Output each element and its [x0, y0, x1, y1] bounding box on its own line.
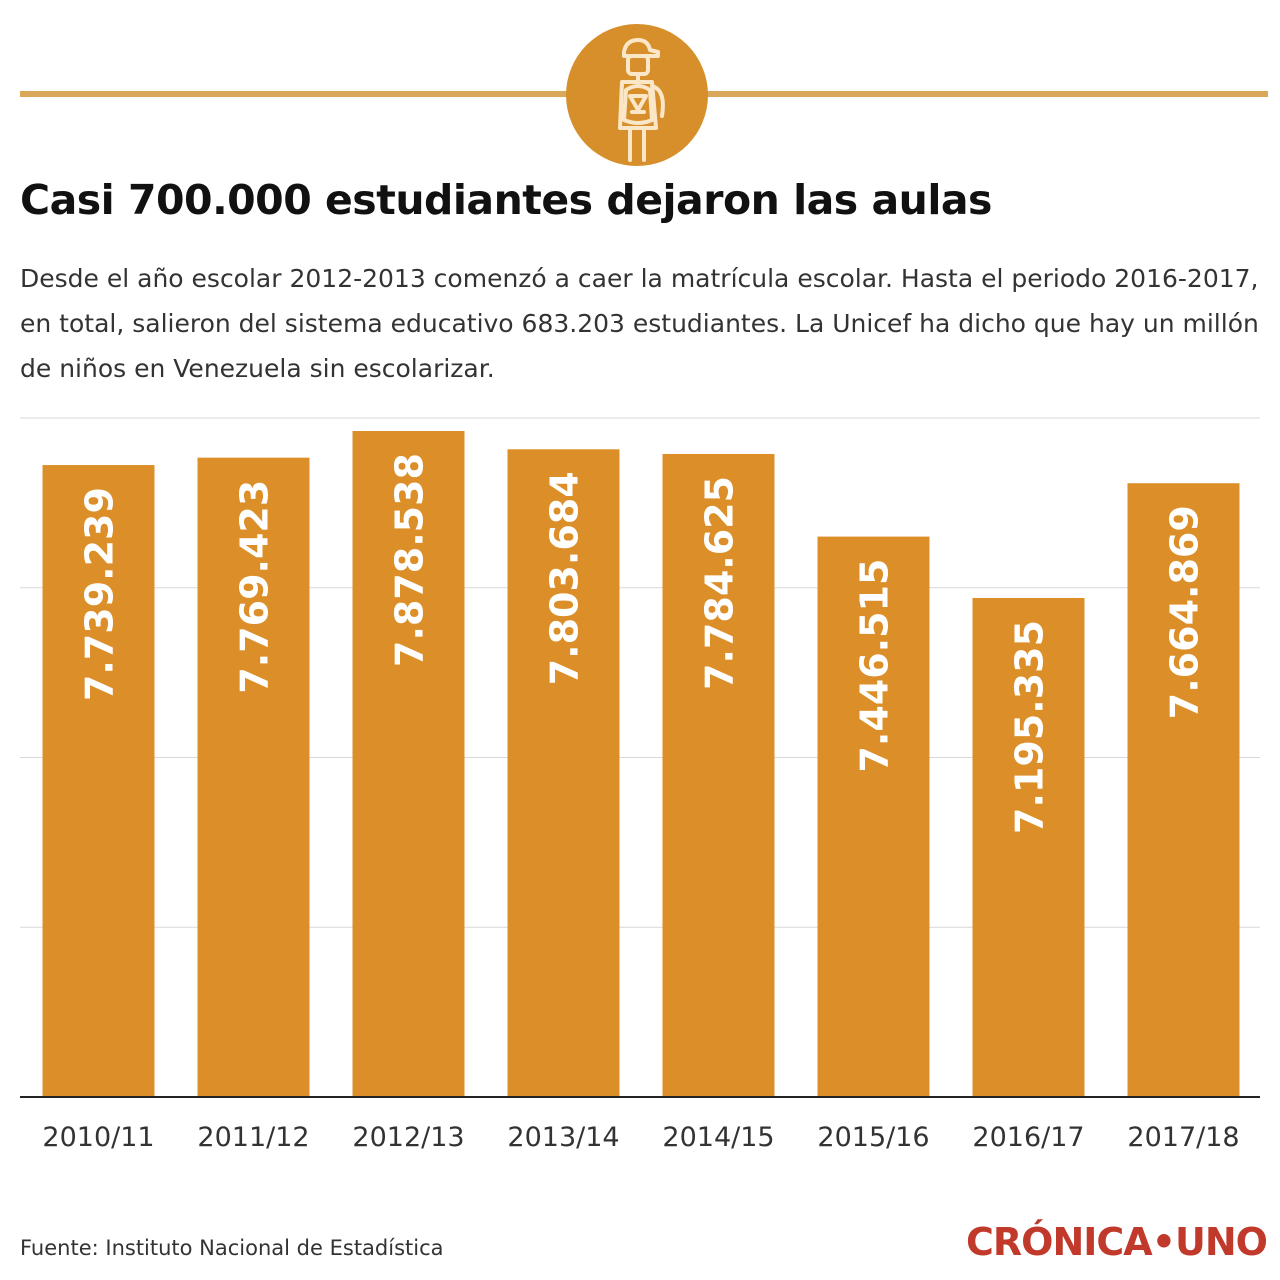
student-with-backpack-icon — [618, 38, 665, 162]
bar — [817, 536, 930, 1097]
bar-value-label: 7.195.335 — [1008, 620, 1052, 834]
bar-value-label: 7.664.869 — [1163, 505, 1207, 719]
chart-subtitle: Desde el año escolar 2012-2013 comenzó a… — [20, 264, 1259, 383]
x-tick-label: 2017/18 — [1127, 1122, 1239, 1153]
x-tick-label: 2015/16 — [817, 1122, 929, 1153]
bar-chart: 7.739.239 2010/11 7.769.423 2011/12 7.878.53… — [20, 417, 1260, 1153]
brand-logo: CRÓNICA•UNO — [966, 1220, 1268, 1264]
bar-value-label: 7.446.515 — [853, 559, 897, 773]
bar — [507, 449, 620, 1097]
x-tick-label: 2010/11 — [42, 1122, 154, 1153]
header-badge — [566, 24, 708, 166]
bar-value-label: 7.769.423 — [233, 480, 277, 694]
bar — [42, 465, 155, 1097]
bar — [1127, 483, 1240, 1097]
bar — [197, 457, 310, 1097]
x-tick-label: 2016/17 — [972, 1122, 1084, 1153]
bar — [352, 431, 465, 1097]
bar — [972, 597, 1085, 1097]
source-note: Fuente: Instituto Nacional de Estadístic… — [20, 1236, 444, 1260]
x-tick-label: 2011/12 — [197, 1122, 309, 1153]
bar-value-label: 7.878.538 — [388, 453, 432, 667]
x-tick-label: 2012/13 — [352, 1122, 464, 1153]
chart-title: Casi 700.000 estudiantes dejaron las aul… — [20, 176, 992, 224]
bar — [662, 453, 775, 1097]
bar-value-label: 7.784.625 — [698, 476, 742, 690]
x-tick-label: 2013/14 — [507, 1122, 619, 1153]
x-tick-label: 2014/15 — [662, 1122, 774, 1153]
bar-value-label: 7.739.239 — [78, 487, 122, 701]
bar-value-label: 7.803.684 — [543, 471, 587, 685]
